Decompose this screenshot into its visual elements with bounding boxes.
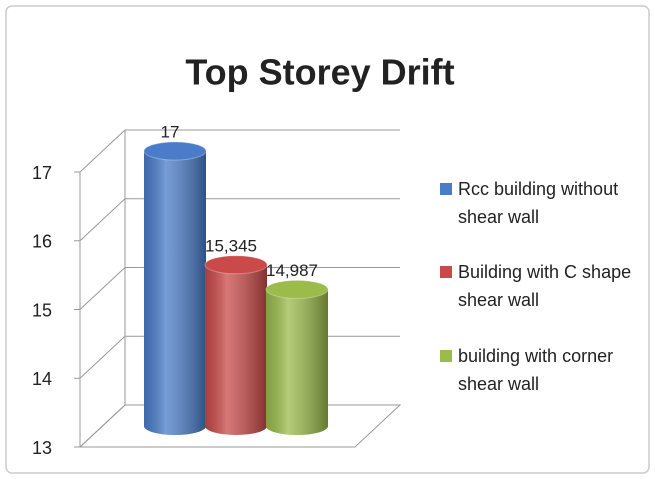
legend-swatch — [440, 266, 452, 278]
value-label: 15,345 — [205, 236, 257, 255]
legend-swatch — [440, 183, 452, 195]
grid-line — [79, 198, 126, 242]
legend-label: Building with C shape shear wall — [458, 262, 632, 310]
bar-shade — [205, 264, 267, 435]
legend-label: building with corner shear wall — [458, 346, 614, 394]
chart-title: Top Storey Drift — [185, 52, 454, 93]
value-label: 14,987 — [266, 261, 318, 280]
y-tick-label: 14 — [32, 369, 52, 389]
bar-top — [204, 255, 268, 275]
grid-line — [79, 267, 126, 310]
bar-top — [265, 279, 329, 299]
y-tick-label: 17 — [32, 163, 52, 183]
legend-label: Rcc building without shear wall — [458, 179, 619, 227]
bar-top — [143, 141, 207, 161]
legend-swatch — [440, 350, 452, 362]
bar-shade — [144, 151, 206, 435]
grid-line — [79, 335, 126, 379]
grid-line — [79, 404, 126, 448]
y-tick-label: 13 — [32, 438, 52, 458]
value-label: 17 — [161, 122, 180, 141]
y-tick-label: 16 — [32, 232, 52, 252]
y-tick-label: 15 — [32, 300, 52, 320]
grid-line — [79, 129, 126, 173]
bar-shade — [266, 289, 328, 435]
